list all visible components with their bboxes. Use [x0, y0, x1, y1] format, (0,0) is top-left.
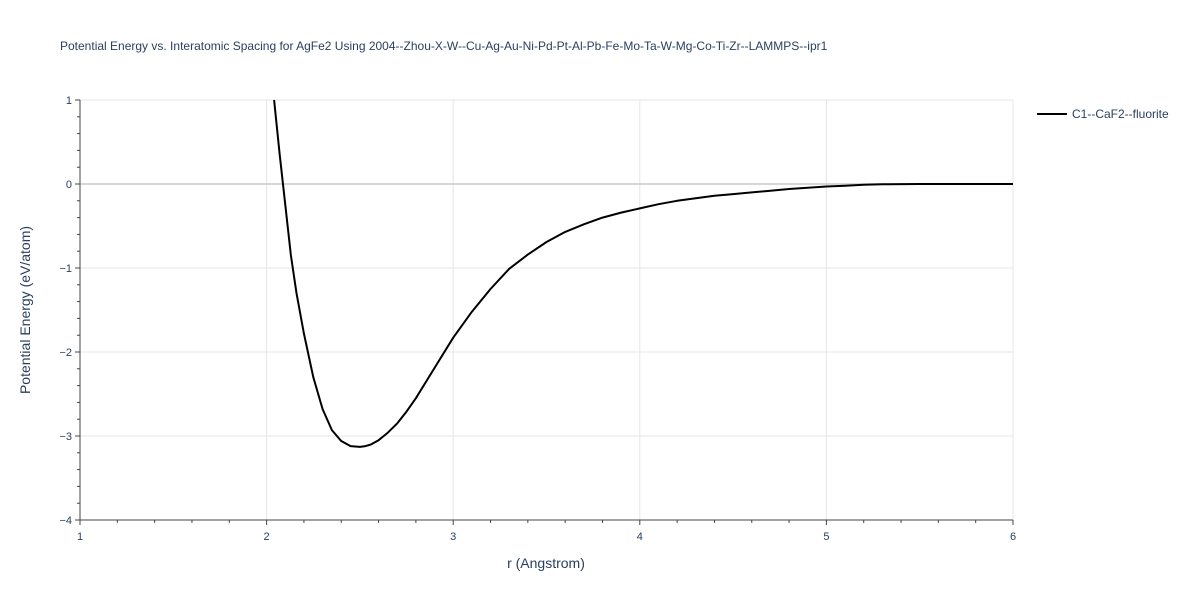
series-layer	[273, 99, 1013, 448]
axis-layer: 1 2 3 4 5 6 1 0 −1 −2 −3 −4	[59, 95, 1016, 543]
legend[interactable]: C1--CaF2--fluorite	[1037, 107, 1169, 121]
y-tick-label: −2	[59, 347, 72, 359]
y-axis-title: Potential Energy (eV/atom)	[17, 226, 33, 394]
legend-label: C1--CaF2--fluorite	[1072, 107, 1169, 121]
grid-layer	[80, 99, 1014, 520]
y-tick-label: −1	[59, 263, 72, 275]
x-tick-label: 4	[637, 531, 643, 543]
series-line-0[interactable]	[273, 99, 1013, 448]
y-tick-label: 1	[66, 95, 72, 107]
x-axis-title: r (Angstrom)	[507, 555, 585, 571]
y-tick-label: −4	[59, 515, 72, 527]
y-tick-label: −3	[59, 431, 72, 443]
x-tick-label: 5	[823, 531, 829, 543]
x-tick-label: 3	[450, 531, 456, 543]
x-tick-label: 2	[264, 531, 270, 543]
x-tick-label: 6	[1010, 531, 1016, 543]
chart-title: Potential Energy vs. Interatomic Spacing…	[60, 39, 828, 53]
y-tick-label: 0	[66, 179, 72, 191]
x-tick-label: 1	[77, 531, 83, 543]
